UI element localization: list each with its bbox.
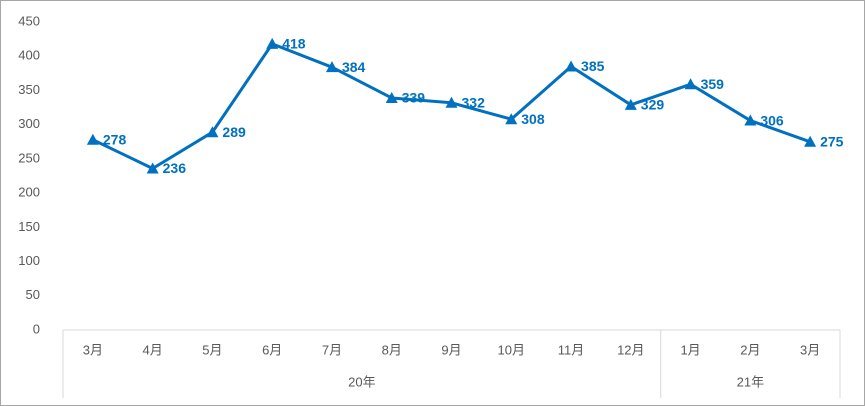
y-tick-label: 450 xyxy=(18,13,40,28)
marker xyxy=(565,60,578,72)
x-tick-label: 6月 xyxy=(262,342,282,357)
x-tick-label: 1月 xyxy=(680,342,700,357)
x-tick-label: 3月 xyxy=(800,342,820,357)
value-label: 329 xyxy=(641,97,665,113)
value-label: 289 xyxy=(222,124,246,140)
y-tick-label: 100 xyxy=(18,253,40,268)
y-tick-label: 0 xyxy=(33,321,40,336)
y-tick-label: 250 xyxy=(18,150,40,165)
x-tick-label: 8月 xyxy=(382,342,402,357)
x-tick-label: 2月 xyxy=(740,342,760,357)
x-tick-label: 9月 xyxy=(441,342,461,357)
y-tick-label: 50 xyxy=(26,287,40,302)
x-tick-label: 4月 xyxy=(143,342,163,357)
marker xyxy=(385,91,398,103)
marker xyxy=(744,114,757,126)
x-tick-label: 10月 xyxy=(498,342,525,357)
x-tick-label: 3月 xyxy=(83,342,103,357)
x-group-label: 20年 xyxy=(348,374,375,389)
x-tick-label: 11月 xyxy=(558,342,585,357)
value-label: 339 xyxy=(402,90,426,106)
marker xyxy=(146,162,159,174)
x-group-label: 21年 xyxy=(737,374,764,389)
marker xyxy=(206,126,219,138)
value-label: 308 xyxy=(521,111,545,127)
x-tick-label: 12月 xyxy=(617,342,644,357)
value-label: 418 xyxy=(282,36,306,52)
y-tick-label: 350 xyxy=(18,82,40,97)
y-tick-label: 400 xyxy=(18,48,40,63)
value-label: 275 xyxy=(820,133,844,149)
value-label: 385 xyxy=(581,58,605,74)
y-tick-label: 150 xyxy=(18,219,40,234)
marker xyxy=(445,96,458,108)
marker xyxy=(804,135,817,147)
value-label: 278 xyxy=(103,131,127,147)
value-label: 332 xyxy=(462,94,486,110)
marker xyxy=(266,37,279,49)
marker xyxy=(624,98,637,110)
value-label: 236 xyxy=(163,160,187,176)
y-tick-label: 300 xyxy=(18,116,40,131)
y-tick-label: 200 xyxy=(18,185,40,200)
marker xyxy=(325,61,338,73)
marker xyxy=(684,78,697,90)
marker xyxy=(505,113,518,125)
value-label: 384 xyxy=(342,59,366,75)
value-label: 359 xyxy=(701,76,725,92)
x-tick-label: 7月 xyxy=(322,342,342,357)
value-label: 306 xyxy=(760,112,784,128)
x-tick-label: 5月 xyxy=(202,342,222,357)
marker xyxy=(86,133,99,145)
